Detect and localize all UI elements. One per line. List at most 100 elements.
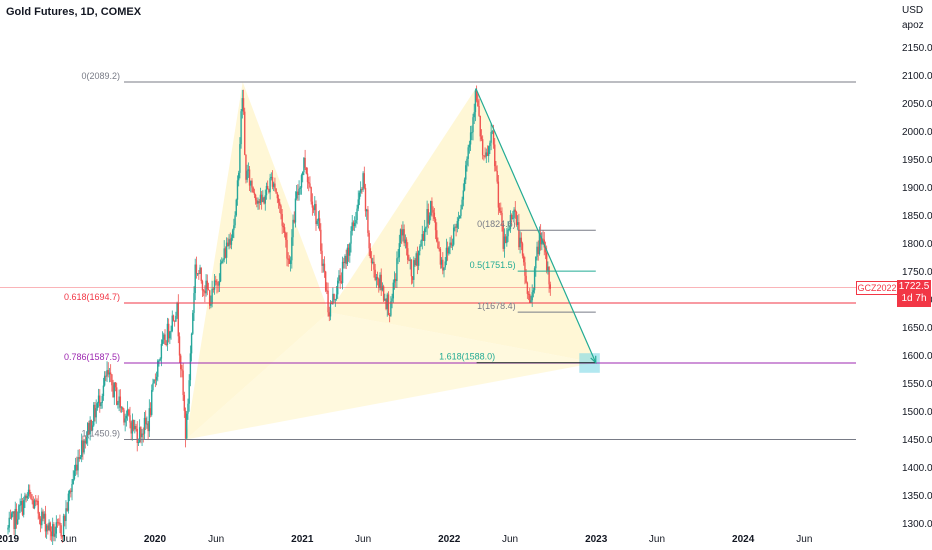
candle-body	[443, 267, 445, 271]
candle-body	[211, 288, 213, 304]
candle-body	[240, 111, 242, 145]
candle-body	[112, 385, 114, 398]
candle-body	[420, 240, 422, 247]
candle-body	[388, 315, 391, 317]
candle-body	[315, 204, 317, 225]
candle-body	[276, 193, 279, 199]
candle-body	[31, 498, 33, 501]
candle-body	[269, 178, 271, 193]
candle-body	[289, 260, 292, 264]
candle-body	[445, 247, 448, 262]
candle-body	[131, 419, 134, 434]
candle-body	[344, 256, 346, 264]
fib2-level-label: 0.5(1751.5)	[470, 260, 516, 270]
candle-body	[410, 259, 413, 277]
candle-body	[426, 209, 428, 227]
candle-body	[153, 379, 155, 384]
candle-body	[274, 183, 276, 189]
candle-body	[280, 205, 282, 215]
candle-body	[183, 394, 186, 411]
candle-body	[129, 415, 131, 423]
candle-body	[132, 419, 135, 430]
candle-body	[78, 457, 80, 459]
candle-body	[180, 355, 182, 370]
candle-body	[380, 274, 382, 291]
candle-body	[268, 189, 270, 193]
candle-body	[89, 420, 91, 435]
candle-body	[74, 464, 77, 471]
candle-body	[143, 417, 146, 434]
fib1-level-label: 0.618(1694.7)	[64, 292, 120, 302]
candle-body	[318, 218, 321, 230]
candle-body	[186, 413, 188, 439]
candle-body	[358, 192, 361, 200]
candle-body	[431, 201, 433, 210]
candle-body	[175, 315, 177, 322]
x-tick-label: 2020	[144, 534, 167, 545]
candle-body	[471, 132, 473, 134]
symbol-badge: GCZ2022	[856, 281, 898, 295]
candle-body	[159, 358, 161, 361]
candle-body	[302, 172, 304, 176]
candle-body	[357, 199, 359, 209]
candle-body	[317, 218, 320, 221]
candle-body	[167, 323, 170, 339]
candle-body	[210, 303, 212, 306]
candle-body	[182, 370, 184, 395]
candle-body	[468, 144, 471, 148]
candle-body	[14, 508, 16, 529]
candle-body	[136, 428, 138, 443]
candle-body	[271, 176, 274, 187]
candle-body	[248, 169, 251, 186]
candle-body	[58, 522, 60, 524]
candle-body	[140, 427, 142, 438]
candle-body	[538, 232, 541, 255]
y-tick-label: 1800.0	[902, 239, 932, 250]
candle-body	[408, 259, 410, 261]
candle-body	[18, 505, 20, 520]
candle-body	[48, 522, 50, 531]
fib-levels[interactable]: 0(2089.2) 0.618(1694.7) 0.786(1587.5) 1(145…	[0, 71, 856, 440]
candle-body	[192, 312, 194, 334]
harmonic-pattern[interactable]	[185, 82, 600, 440]
candle-body	[338, 275, 340, 281]
pattern-triangle-xbd	[185, 312, 596, 440]
candle-body	[124, 418, 126, 423]
candle-body	[16, 519, 19, 525]
fib1-level-label: 0.786(1587.5)	[64, 352, 120, 362]
fib2-level-label: 1.618(1588.0)	[439, 352, 495, 362]
candle-body	[90, 420, 93, 431]
candlestick-series	[7, 85, 552, 545]
candle-body	[492, 131, 495, 145]
candle-body	[385, 298, 387, 309]
y-tick-label: 1300.0	[902, 519, 932, 530]
candle-body	[173, 320, 176, 322]
candle-body	[480, 136, 483, 140]
candle-body	[77, 457, 79, 471]
candle-body	[84, 440, 86, 444]
candle-body	[286, 239, 288, 259]
candle-body	[83, 440, 85, 453]
candle-body	[323, 263, 326, 272]
x-tick-label: 2021	[291, 534, 314, 545]
candle-body	[241, 98, 244, 112]
candle-body	[59, 522, 61, 526]
candle-body	[281, 214, 283, 226]
candle-body	[352, 222, 355, 227]
y-tick-label: 1950.0	[902, 155, 932, 166]
candle-body	[50, 531, 53, 537]
candle-body	[430, 201, 432, 216]
candle-body	[236, 180, 239, 200]
y-tick-label: 1400.0	[902, 463, 932, 474]
candle-body	[283, 227, 286, 233]
candle-body	[135, 425, 137, 429]
y-tick-label: 1600.0	[902, 351, 932, 362]
candle-body	[370, 258, 373, 264]
chart-title: Gold Futures, 1D, COMEX	[6, 6, 142, 18]
scale-mode-label[interactable]: apoz	[902, 20, 924, 31]
candle-body	[366, 209, 368, 212]
candle-body	[218, 281, 221, 286]
candle-body	[189, 353, 192, 381]
current-price-value: 1722.5	[898, 281, 930, 292]
